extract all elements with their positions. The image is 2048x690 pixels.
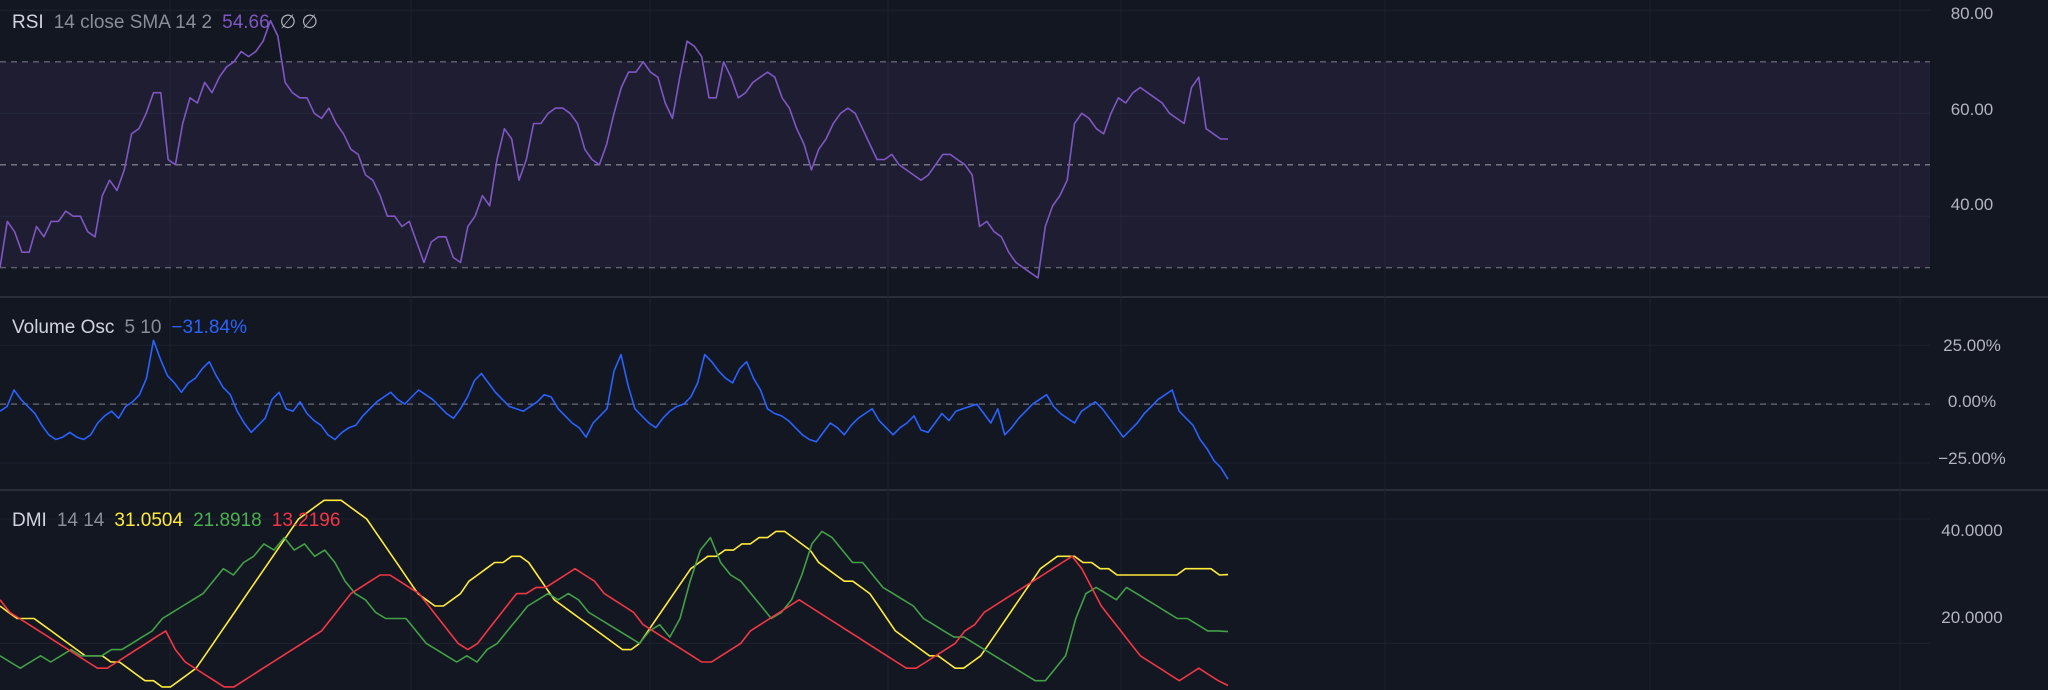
volume-osc-axis-tick-25: 25.00% xyxy=(1943,336,2001,355)
rsi-legend-extra: ∅ ∅ xyxy=(279,12,319,33)
dmi-legend-adx: 31.0504 xyxy=(114,510,184,531)
dmi-legend-plus-di: 21.8918 xyxy=(193,510,262,531)
dmi-legend-minus-di: 13.2196 xyxy=(271,510,341,531)
volume-osc-legend-name: Volume Osc xyxy=(12,317,115,338)
volume-osc-legend[interactable]: Volume Osc 5 10 −31.84% xyxy=(12,317,247,339)
dmi-axis-tick-40: 40.0000 xyxy=(1941,521,2003,540)
volume-osc-axis-tick-0: 0.00% xyxy=(1947,392,1997,411)
dmi-legend[interactable]: DMI 14 14 31.0504 21.8918 13.2196 xyxy=(12,510,340,532)
volume-osc-line xyxy=(0,339,1229,480)
rsi-legend-name: RSI xyxy=(12,11,44,33)
rsi-legend-value: 54.66 xyxy=(222,11,270,33)
adx-line xyxy=(0,499,1229,688)
volume-osc-legend-value: −31.84% xyxy=(171,317,247,338)
dmi-legend-name: DMI xyxy=(12,510,47,531)
rsi-axis-tick-80: 80.00 xyxy=(1950,4,1994,23)
minus-di-line xyxy=(0,555,1229,688)
rsi-line xyxy=(0,19,1228,279)
rsi-axis-tick-60: 60.00 xyxy=(1950,100,1994,119)
plus-di-line xyxy=(0,530,1229,682)
dmi-axis-tick-20: 20.0000 xyxy=(1941,608,2003,627)
dmi-legend-params: 14 14 xyxy=(56,510,105,531)
volume-osc-legend-params: 5 10 xyxy=(124,317,162,338)
volume-osc-axis-tick-neg25: −25.00% xyxy=(1938,449,2006,468)
rsi-axis-tick-40: 40.00 xyxy=(1950,195,1994,214)
rsi-legend-params: 14 close SMA 14 2 xyxy=(53,11,213,33)
rsi-legend[interactable]: RSI 14 close SMA 14 2 54.66 ∅ ∅ xyxy=(12,11,318,34)
